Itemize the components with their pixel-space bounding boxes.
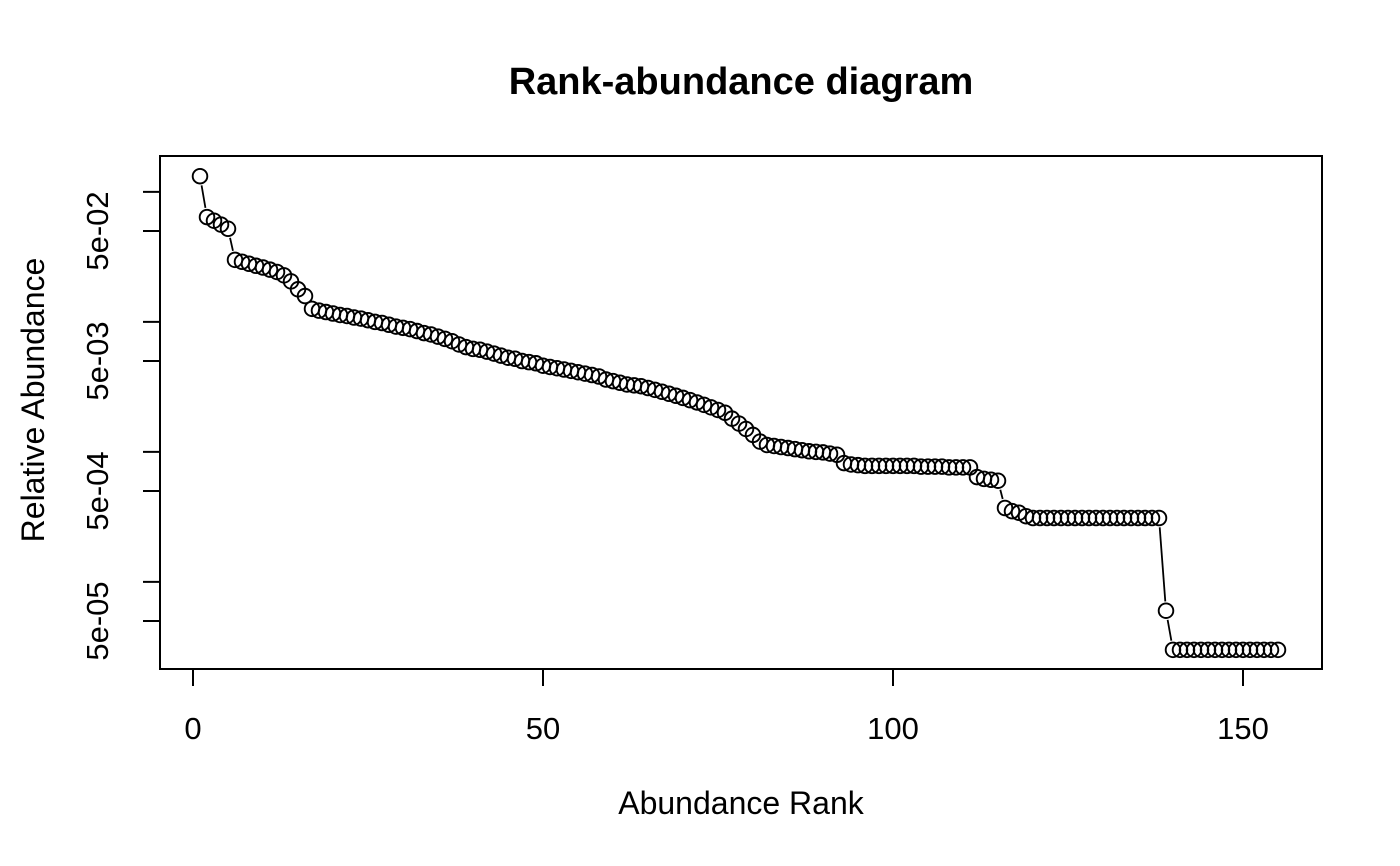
data-point xyxy=(1143,509,1161,527)
x-tick-label: 150 xyxy=(1217,711,1269,746)
data-point xyxy=(688,394,706,411)
data-point xyxy=(1003,502,1021,520)
data-point xyxy=(989,472,1007,489)
plot-box xyxy=(159,155,1323,670)
data-point xyxy=(821,445,839,462)
y-tick-label: 5e-02 xyxy=(80,191,115,270)
x-tick-label: 100 xyxy=(867,711,919,746)
data-point xyxy=(695,396,713,414)
data-point xyxy=(261,261,279,278)
series-line-segment xyxy=(1158,527,1167,602)
data-point xyxy=(1262,641,1280,659)
data-point xyxy=(436,330,454,348)
data-point xyxy=(954,459,972,476)
y-tick-label: 5e-05 xyxy=(80,581,115,660)
data-point xyxy=(1269,641,1287,659)
series-line-segment xyxy=(1166,619,1173,641)
data-point xyxy=(702,399,720,416)
chart-title: Rank-abundance diagram xyxy=(508,61,974,103)
data-point xyxy=(709,401,727,419)
data-point xyxy=(219,220,237,238)
data-point xyxy=(191,167,209,185)
y-tick-label: 5e-03 xyxy=(80,321,115,400)
x-tick-label: 0 xyxy=(184,711,201,746)
data-point xyxy=(1150,509,1168,527)
data-point xyxy=(1157,602,1175,619)
x-tick-label: 50 xyxy=(526,711,560,746)
data-point xyxy=(982,471,1000,489)
y-tick-label: 5e-04 xyxy=(80,451,115,530)
x-axis-label: Abundance Rank xyxy=(618,785,864,821)
data-point xyxy=(296,287,314,305)
series-line-segment xyxy=(229,237,234,251)
series-line-segment xyxy=(999,489,1004,500)
series-line-segment xyxy=(200,185,207,209)
